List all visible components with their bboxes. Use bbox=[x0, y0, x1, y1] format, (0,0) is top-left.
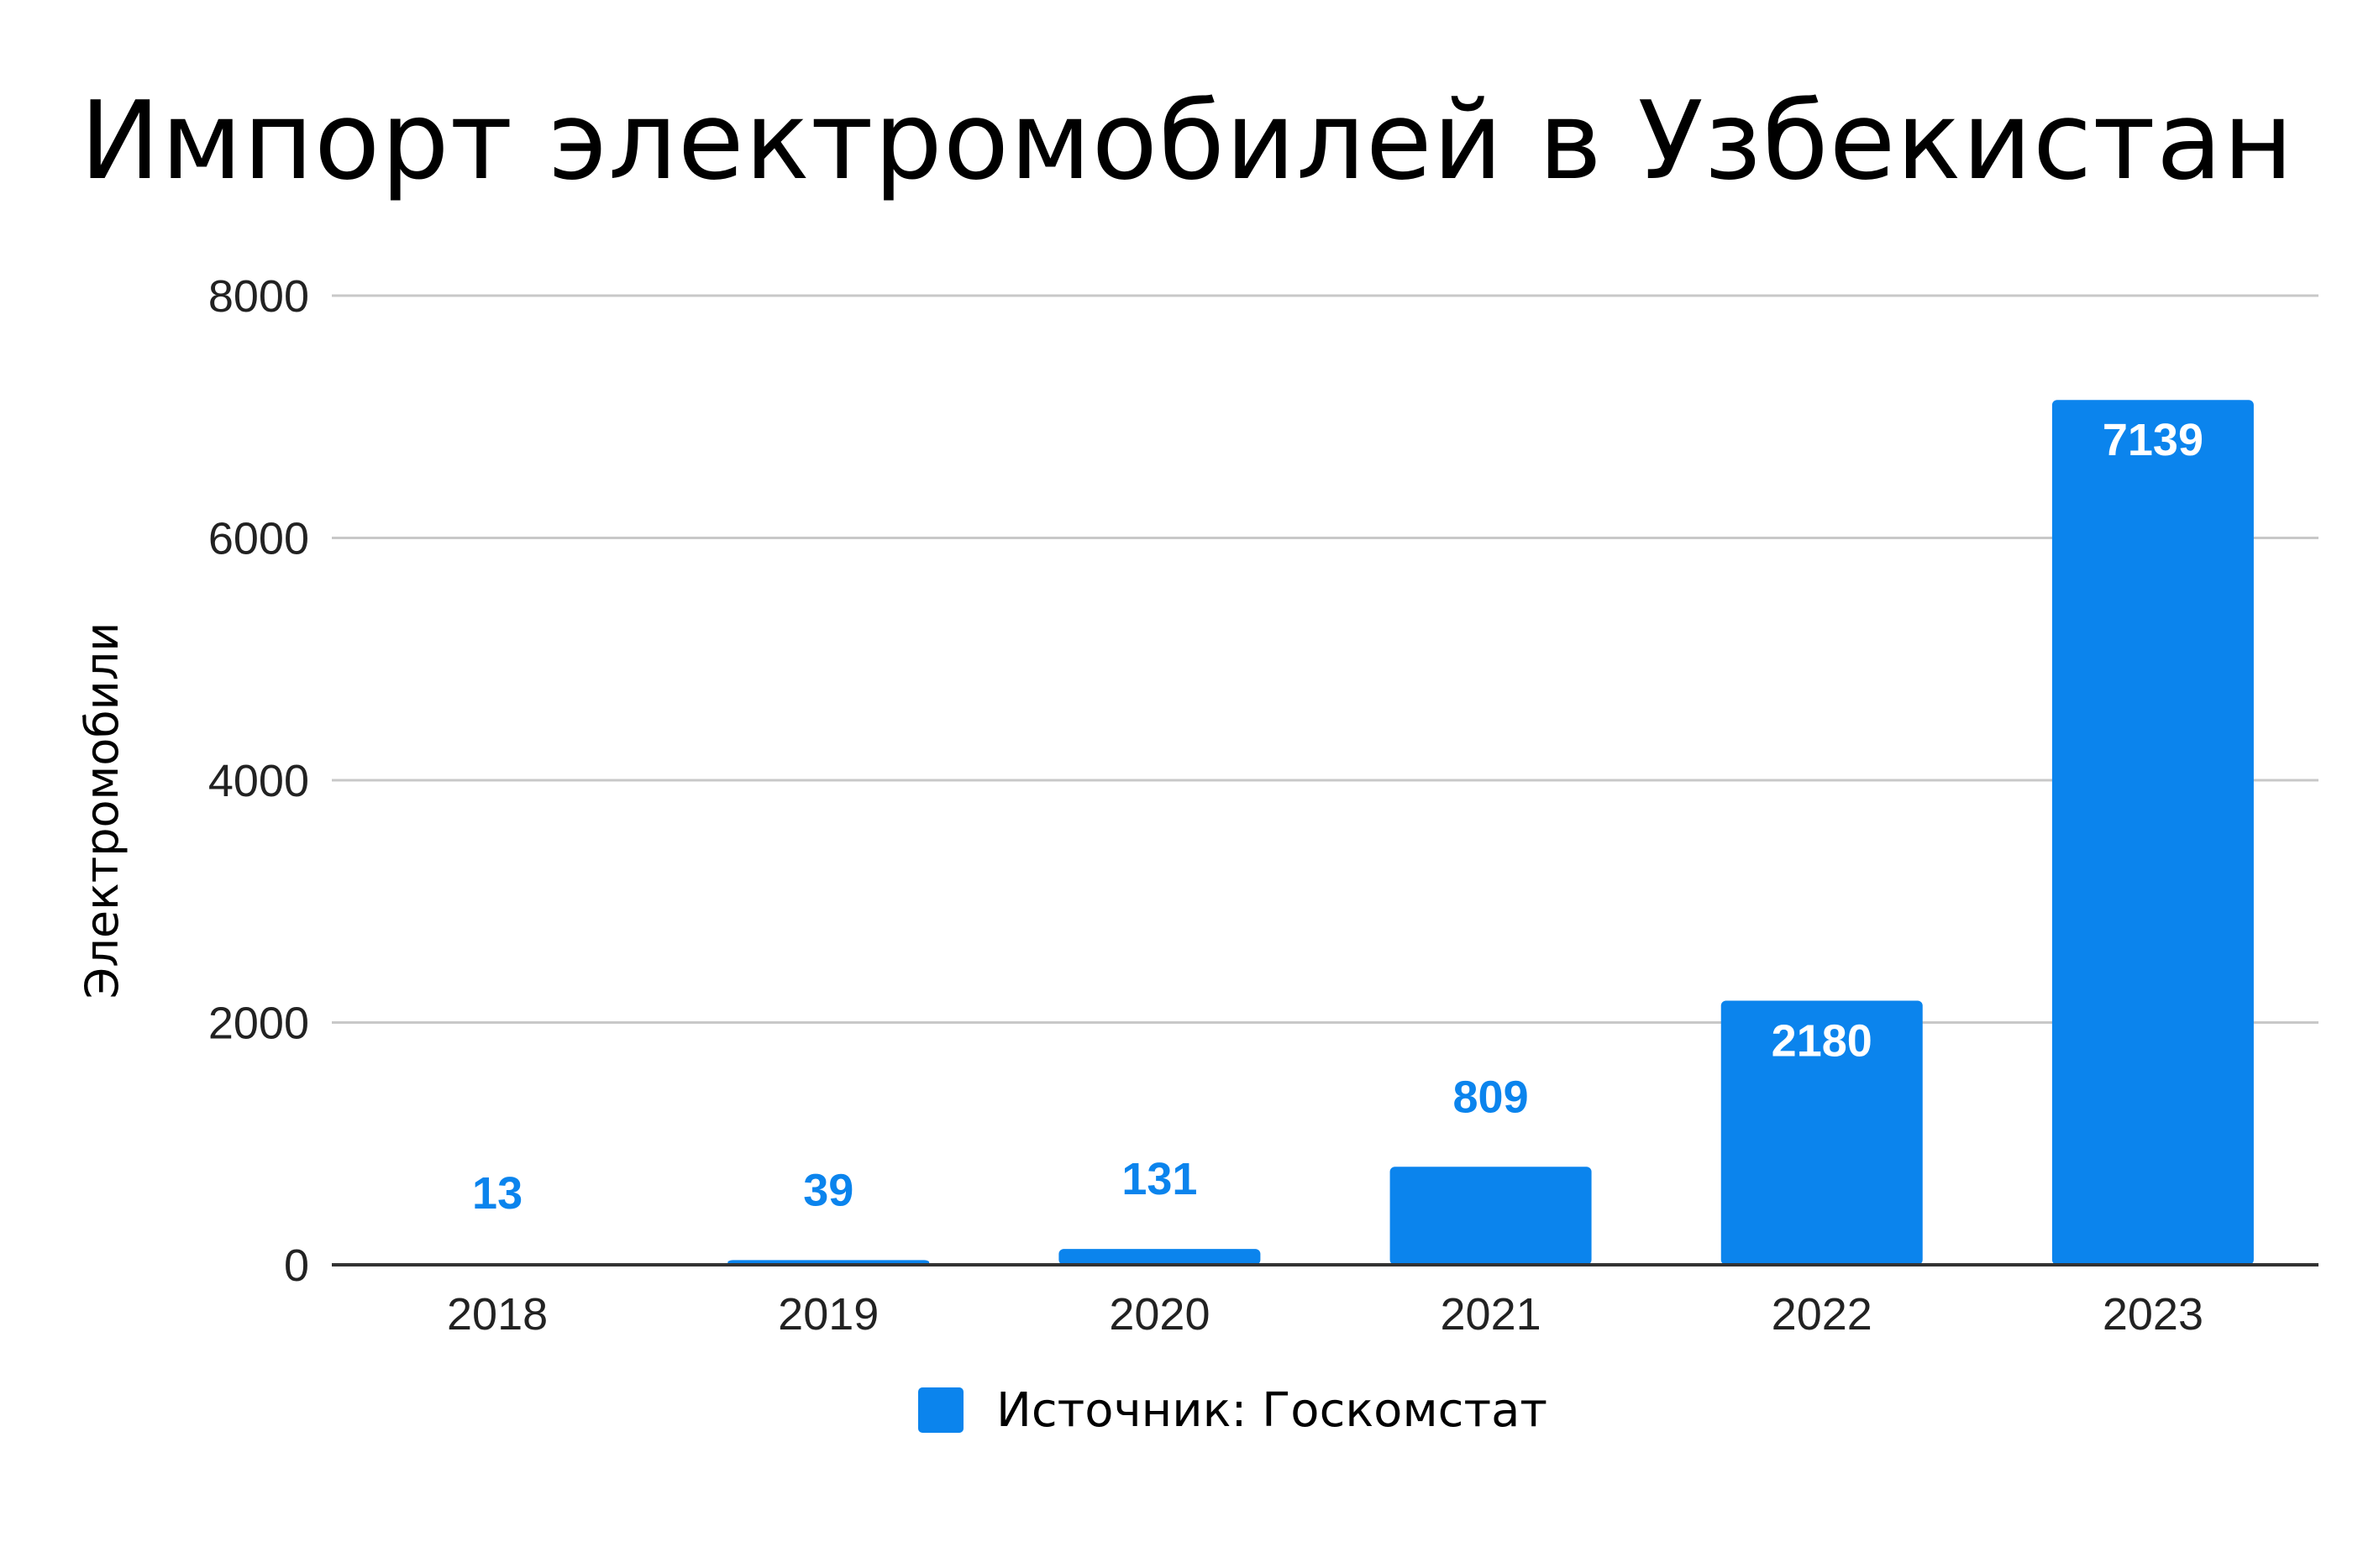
y-axis-ticks: 0 2000 4000 6000 8000 bbox=[208, 271, 309, 1291]
gridlines bbox=[332, 294, 2318, 1024]
y-tick-label: 2000 bbox=[208, 999, 309, 1049]
bar-2020 bbox=[1058, 1249, 1261, 1265]
x-tick-label: 2021 bbox=[1441, 1289, 1541, 1340]
data-label-2019: 39 bbox=[803, 1165, 853, 1215]
x-tick-label: 2020 bbox=[1109, 1289, 1210, 1340]
y-tick-label: 6000 bbox=[208, 514, 309, 564]
y-axis-label: Электромобили bbox=[76, 622, 129, 999]
data-label-2023: 7139 bbox=[2103, 415, 2203, 465]
x-tick-label: 2018 bbox=[447, 1289, 548, 1340]
bar-2022 bbox=[1720, 1000, 1923, 1265]
data-label-2022: 2180 bbox=[1772, 1016, 1872, 1067]
x-tick-label: 2019 bbox=[778, 1289, 879, 1340]
y-tick-label: 4000 bbox=[208, 756, 309, 806]
data-label-2021: 809 bbox=[1453, 1072, 1529, 1122]
y-tick-label: 0 bbox=[284, 1240, 309, 1291]
legend-entry: Источник: Госкомстат bbox=[996, 1383, 1547, 1438]
bar-2021 bbox=[1389, 1167, 1592, 1265]
data-label-2018: 13 bbox=[472, 1168, 522, 1219]
bars bbox=[396, 400, 2254, 1266]
data-label-2020: 131 bbox=[1121, 1154, 1197, 1204]
data-labels: 13 39 131 809 2180 7139 bbox=[472, 415, 2203, 1219]
legend: Источник: Госкомстат bbox=[918, 1383, 1547, 1438]
bar-2023 bbox=[2051, 400, 2254, 1266]
y-tick-label: 8000 bbox=[208, 271, 309, 322]
x-tick-label: 2023 bbox=[2103, 1289, 2203, 1340]
x-tick-label: 2022 bbox=[1772, 1289, 1872, 1340]
x-axis-ticks: 2018 2019 2020 2021 2022 2023 bbox=[447, 1289, 2203, 1340]
legend-swatch bbox=[918, 1387, 964, 1433]
chart-title: Импорт электромобилей в Узбекистан bbox=[80, 79, 2294, 204]
